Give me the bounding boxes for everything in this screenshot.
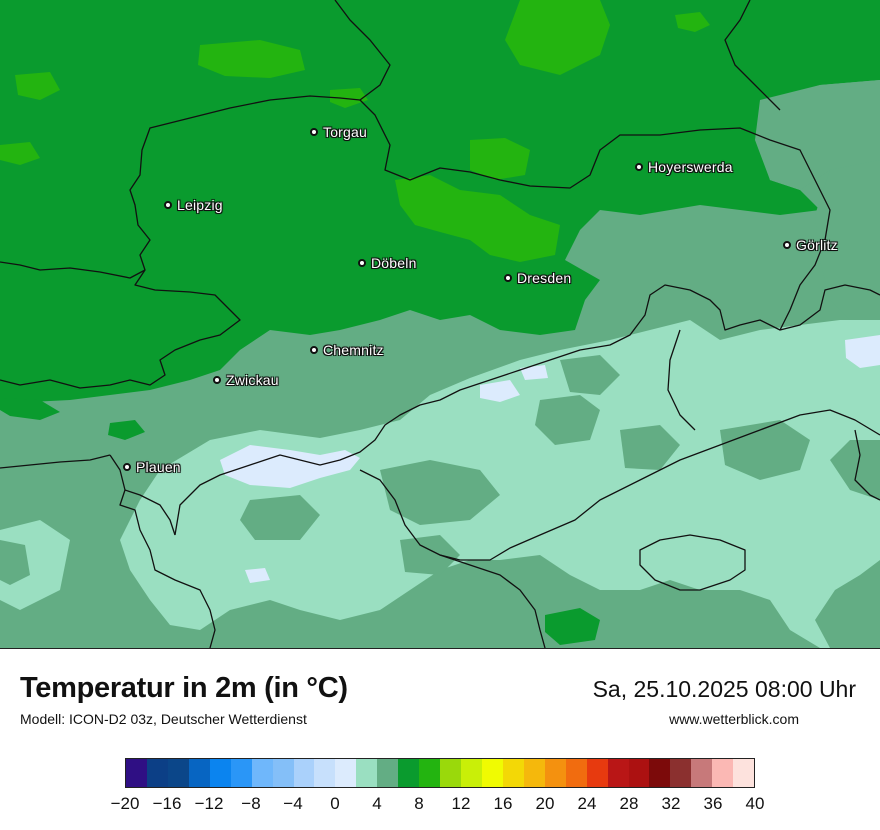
city-dot-icon (358, 259, 366, 267)
legend-tick-label: −16 (152, 794, 182, 813)
model-source: Modell: ICON-D2 03z, Deutscher Wetterdie… (20, 711, 307, 727)
legend-swatch (293, 759, 315, 787)
legend-tick-label: −20 (110, 794, 140, 813)
city-dot-icon (164, 201, 172, 209)
state-borders (0, 0, 880, 648)
legend-swatch (188, 759, 210, 787)
legend-swatch (649, 759, 671, 787)
city-marker-plauen[interactable]: Plauen (123, 459, 181, 475)
legend-swatch (607, 759, 629, 787)
city-label: Dresden (517, 270, 572, 286)
city-marker-chemnitz[interactable]: Chemnitz (310, 342, 384, 358)
city-label: Torgau (323, 124, 368, 140)
legend-swatch (461, 759, 482, 787)
legend-tick-label: 0 (330, 794, 340, 813)
legend-tick-label: 40 (745, 794, 765, 813)
legend-swatch (712, 759, 734, 787)
legend-swatch (356, 759, 378, 787)
legend-tick-label: 20 (535, 794, 555, 813)
city-label: Zwickau (226, 372, 279, 388)
legend-tick-label: 8 (414, 794, 424, 813)
city-dot-icon (783, 241, 791, 249)
legend-swatch (335, 759, 357, 787)
legend-swatch (670, 759, 692, 787)
legend-tick-label: 4 (372, 794, 382, 813)
legend-tick-label: −12 (194, 794, 224, 813)
temp-area-8-10 (395, 175, 560, 262)
city-dot-icon (213, 376, 221, 384)
legend-swatch (126, 759, 147, 787)
city-label: Hoyerswerda (648, 159, 733, 175)
legend-tick-label: 24 (577, 794, 597, 813)
legend-swatch (419, 759, 441, 787)
legend-swatch (502, 759, 524, 787)
website-link[interactable]: www.wetterblick.com (669, 711, 799, 727)
legend-swatch (523, 759, 545, 787)
city-label: Chemnitz (323, 342, 384, 358)
legend-tick-label: −4 (283, 794, 303, 813)
city-marker-hoyerswerda[interactable]: Hoyerswerda (635, 159, 733, 175)
city-marker-dresden[interactable]: Dresden (504, 270, 571, 286)
temperature-map[interactable]: Torgau Leipzig Hoyerswerda Görlitz Döbel… (0, 0, 880, 649)
legend-swatch (251, 759, 273, 787)
legend-swatch (314, 759, 336, 787)
map-title: Temperatur in 2m (in °C) (20, 672, 348, 704)
legend-swatch (440, 759, 461, 787)
color-legend (125, 758, 755, 788)
legend-swatch (544, 759, 566, 787)
city-marker-torgau[interactable]: Torgau (310, 124, 367, 140)
legend-swatch (481, 759, 503, 787)
temp-area-0-2 (220, 445, 360, 488)
legend-swatch (377, 759, 399, 787)
city-label: Plauen (136, 459, 181, 475)
city-marker-doebeln[interactable]: Döbeln (358, 255, 417, 271)
legend-tick-label: 12 (451, 794, 471, 813)
city-dot-icon (310, 346, 318, 354)
legend-swatch (167, 759, 189, 787)
legend-swatch (586, 759, 608, 787)
city-marker-zwickau[interactable]: Zwickau (213, 372, 279, 388)
legend-tick-label: 28 (619, 794, 639, 813)
legend-tick-label: −8 (241, 794, 261, 813)
legend-swatch (733, 759, 755, 787)
legend-swatch (565, 759, 587, 787)
legend-swatch (628, 759, 650, 787)
city-dot-icon (635, 163, 643, 171)
city-dot-icon (504, 274, 512, 282)
city-dot-icon (123, 463, 131, 471)
city-dot-icon (310, 128, 318, 136)
legend-tick-label: 36 (703, 794, 723, 813)
legend-tick-label: 32 (661, 794, 681, 813)
city-label: Görlitz (796, 237, 838, 253)
city-label: Leipzig (177, 197, 223, 213)
temp-area-2-4 (120, 320, 880, 648)
city-label: Döbeln (371, 255, 417, 271)
city-marker-goerlitz[interactable]: Görlitz (783, 237, 838, 253)
city-marker-leipzig[interactable]: Leipzig (164, 197, 223, 213)
legend-swatch (230, 759, 252, 787)
legend-tick-label: 16 (493, 794, 513, 813)
legend-swatch (146, 759, 168, 787)
legend-swatch (691, 759, 713, 787)
legend-swatch (272, 759, 294, 787)
legend-tick-labels: −20 −16 −12 −8 −4 0 4 8 12 16 20 24 28 32 36 40 (0, 794, 880, 818)
legend-swatch (398, 759, 420, 787)
map-canvas (0, 0, 880, 648)
legend-swatch (209, 759, 231, 787)
forecast-datetime: Sa, 25.10.2025 08:00 Uhr (592, 676, 856, 702)
